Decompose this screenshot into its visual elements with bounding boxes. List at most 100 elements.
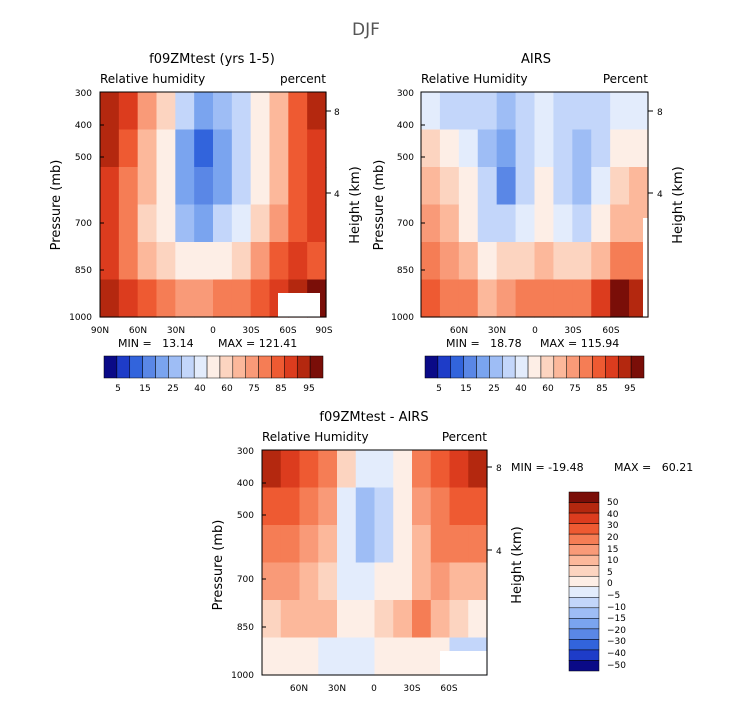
panel-model: f09ZMtest (yrs 1-5) Relative humidity pe…: [49, 52, 363, 394]
heatmap-cell: [610, 167, 630, 206]
heatmap-cell: [421, 279, 441, 318]
heatmap-cell: [439, 167, 460, 206]
colorbar-label: 75: [569, 384, 580, 394]
heatmap-cell: [118, 279, 139, 318]
colorbar-label: −50: [607, 661, 626, 671]
colorbar-label: 10: [607, 556, 619, 566]
heatmap-cell: [393, 637, 413, 676]
heatmap-cell: [458, 92, 479, 131]
y-axis-label: Pressure (mb): [372, 160, 387, 251]
colorbar-label: 95: [303, 384, 314, 394]
min-value: MIN = 13.14: [118, 337, 194, 350]
heatmap-cell: [118, 242, 139, 281]
heatmap-cell: [100, 167, 120, 206]
panel-title: f09ZMtest (yrs 1-5): [149, 52, 275, 67]
heatmap-cell: [458, 242, 479, 281]
colorbar-swatch: [568, 597, 600, 609]
colorbar-swatch: [568, 628, 600, 640]
colorbar-label: 25: [488, 384, 499, 394]
heatmap-cell: [288, 167, 308, 206]
heatmap-cell: [412, 487, 432, 526]
heatmap-cell: [421, 204, 441, 243]
heatmap-cell: [412, 637, 432, 676]
heatmap-cell: [515, 279, 536, 318]
max-value: MAX = 121.41: [218, 337, 297, 350]
heatmap-cell: [591, 167, 611, 206]
heatmap-cell: [449, 450, 469, 489]
heatmap-cell: [421, 129, 441, 168]
heatmap-cell: [318, 562, 338, 601]
x-tick-label: 30S: [564, 326, 581, 336]
heatmap-cell: [269, 167, 289, 206]
colorbar-swatch: [219, 355, 234, 379]
heatmap-cell: [355, 487, 376, 526]
heatmap-cell: [318, 487, 338, 526]
heatmap-cell: [280, 562, 301, 601]
heatmap-cell: [496, 129, 517, 168]
heatmap-cell: [262, 600, 282, 639]
heatmap-cell: [213, 167, 233, 206]
heatmap-cells: [262, 450, 488, 676]
heatmap-cell: [610, 279, 630, 318]
y-tick-label: 1000: [69, 313, 92, 323]
heatmap-cell: [175, 242, 195, 281]
heatmap-cell: [156, 279, 176, 318]
colorbar-label: 25: [167, 384, 178, 394]
heatmap-cell: [337, 637, 357, 676]
heatmap-cell: [337, 450, 357, 489]
heatmap-cell: [534, 92, 555, 131]
colorbar-swatch: [579, 355, 593, 379]
heatmap-cell: [374, 450, 394, 489]
colorbar-swatch: [232, 355, 246, 379]
colorbar-label: 15: [460, 384, 471, 394]
colorbar-label: 40: [194, 384, 206, 394]
heatmap-cell: [515, 167, 536, 206]
colorbar-label: −10: [607, 603, 626, 613]
heatmap-cell: [307, 167, 327, 206]
colorbar-swatch: [424, 355, 439, 379]
colorbar-label: 0: [607, 579, 613, 589]
heatmap-cell: [439, 279, 460, 318]
x-tick-label: 60S: [440, 684, 457, 694]
colorbar-swatch: [245, 355, 259, 379]
colorbar-swatch: [568, 502, 600, 514]
heatmap-cell: [100, 204, 120, 243]
y2-axis-label: Height (km): [510, 526, 525, 603]
heatmap-cell: [515, 242, 536, 281]
colorbar-swatch: [514, 355, 529, 379]
y-tick-label: 300: [397, 89, 414, 99]
heatmap-cell: [137, 242, 158, 281]
variable-label: Relative Humidity: [262, 430, 369, 444]
heatmap-cell: [534, 167, 555, 206]
colorbar-swatch: [605, 355, 619, 379]
heatmap-cell: [175, 129, 195, 168]
y-tick-label: 300: [237, 447, 254, 457]
colorbar-label: 60: [221, 384, 233, 394]
heatmap-cell: [458, 129, 479, 168]
colorbar-swatch: [566, 355, 580, 379]
heatmap-cell: [280, 450, 301, 489]
heatmap-cell: [477, 204, 498, 243]
heatmap-cell: [194, 167, 214, 206]
heatmap-cell: [194, 279, 214, 318]
panel-title: f09ZMtest - AIRS: [319, 410, 428, 425]
colorbar-swatch: [568, 544, 600, 556]
heatmap-cell: [610, 92, 630, 131]
colorbar-label: 5: [115, 384, 121, 394]
colorbar-swatch: [617, 355, 632, 379]
colorbar-swatch: [271, 355, 285, 379]
heatmap-cell: [250, 204, 271, 243]
heatmap-cell: [175, 279, 195, 318]
heatmap-cell: [421, 92, 441, 131]
heatmap-cell: [262, 637, 282, 676]
colorbar: [103, 355, 324, 379]
y2-tick-label: 4: [334, 190, 340, 200]
heatmap-cell: [194, 242, 214, 281]
heatmap-cell: [100, 242, 120, 281]
heatmap-cell: [534, 279, 555, 318]
colorbar-swatch: [568, 660, 600, 672]
y2-tick-label: 8: [496, 464, 502, 474]
heatmap-cell: [468, 450, 488, 489]
heatmap-cell: [496, 92, 517, 131]
y-tick-label: 300: [75, 89, 92, 99]
